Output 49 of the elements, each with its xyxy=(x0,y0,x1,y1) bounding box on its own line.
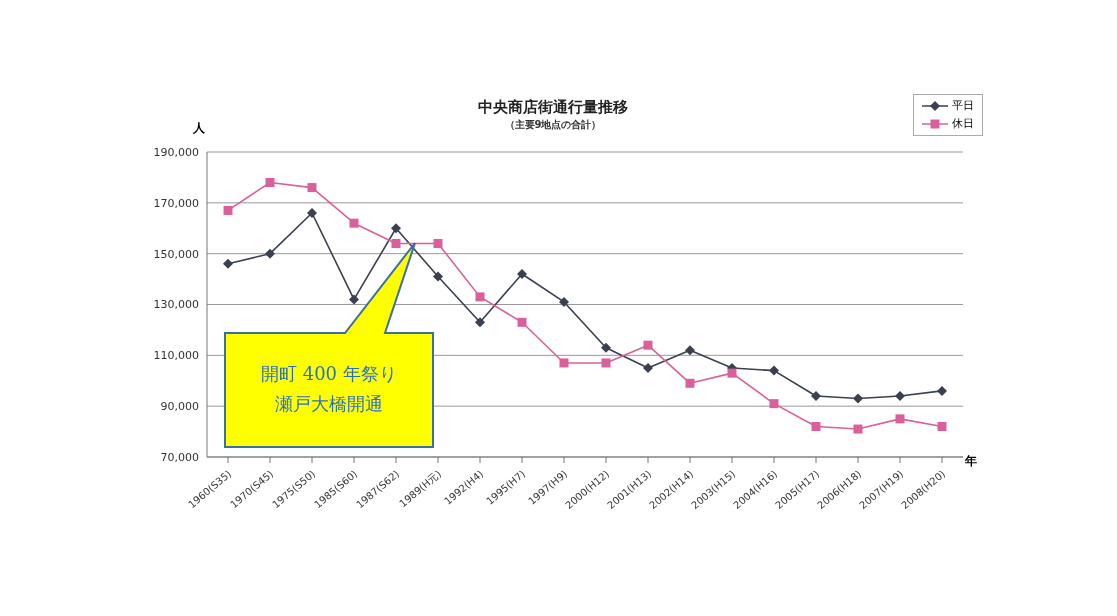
point xyxy=(223,205,233,215)
point xyxy=(601,342,611,353)
point xyxy=(895,414,905,424)
point xyxy=(727,368,737,378)
point xyxy=(895,391,905,401)
point xyxy=(937,422,947,431)
point xyxy=(811,422,821,431)
point xyxy=(349,218,359,228)
point xyxy=(265,248,275,259)
point xyxy=(769,399,779,409)
point xyxy=(685,378,695,388)
y-tick-label: 70,000 xyxy=(160,450,199,464)
point xyxy=(475,292,485,302)
point xyxy=(475,317,485,328)
point xyxy=(223,258,233,269)
y-tick-label: 170,000 xyxy=(153,196,199,210)
point xyxy=(769,365,779,376)
point xyxy=(265,178,275,187)
y-tick-label: 130,000 xyxy=(153,298,199,312)
legend-label: 休日 xyxy=(952,116,974,132)
point xyxy=(391,223,401,234)
y-tick-label: 150,000 xyxy=(153,247,199,261)
x-axis-title: 年 xyxy=(965,453,977,470)
chart-subtitle: （主要9地点の合計） xyxy=(504,119,602,130)
point xyxy=(559,358,569,368)
point xyxy=(811,391,821,401)
point xyxy=(517,317,527,327)
point xyxy=(307,208,317,218)
point xyxy=(643,340,653,350)
point xyxy=(643,363,653,374)
annotation: 開町 400 年祭り瀬戸大橋開通 xyxy=(260,362,398,416)
point xyxy=(853,424,863,434)
point xyxy=(517,269,527,279)
point xyxy=(307,183,317,193)
point xyxy=(433,271,443,282)
point xyxy=(937,385,947,396)
point xyxy=(559,296,569,307)
chart-title: 中央商店街通行量推移 xyxy=(478,98,628,116)
point xyxy=(685,345,695,356)
point xyxy=(601,358,611,368)
point xyxy=(349,294,359,305)
y-axis-title: 人 xyxy=(193,120,205,137)
point xyxy=(433,239,443,248)
y-tick-label: 190,000 xyxy=(153,145,199,159)
legend-label: 平日 xyxy=(952,98,974,114)
y-tick-label: 110,000 xyxy=(153,349,199,363)
point xyxy=(391,239,401,248)
point xyxy=(853,393,863,404)
y-tick-label: 90,000 xyxy=(160,400,199,414)
